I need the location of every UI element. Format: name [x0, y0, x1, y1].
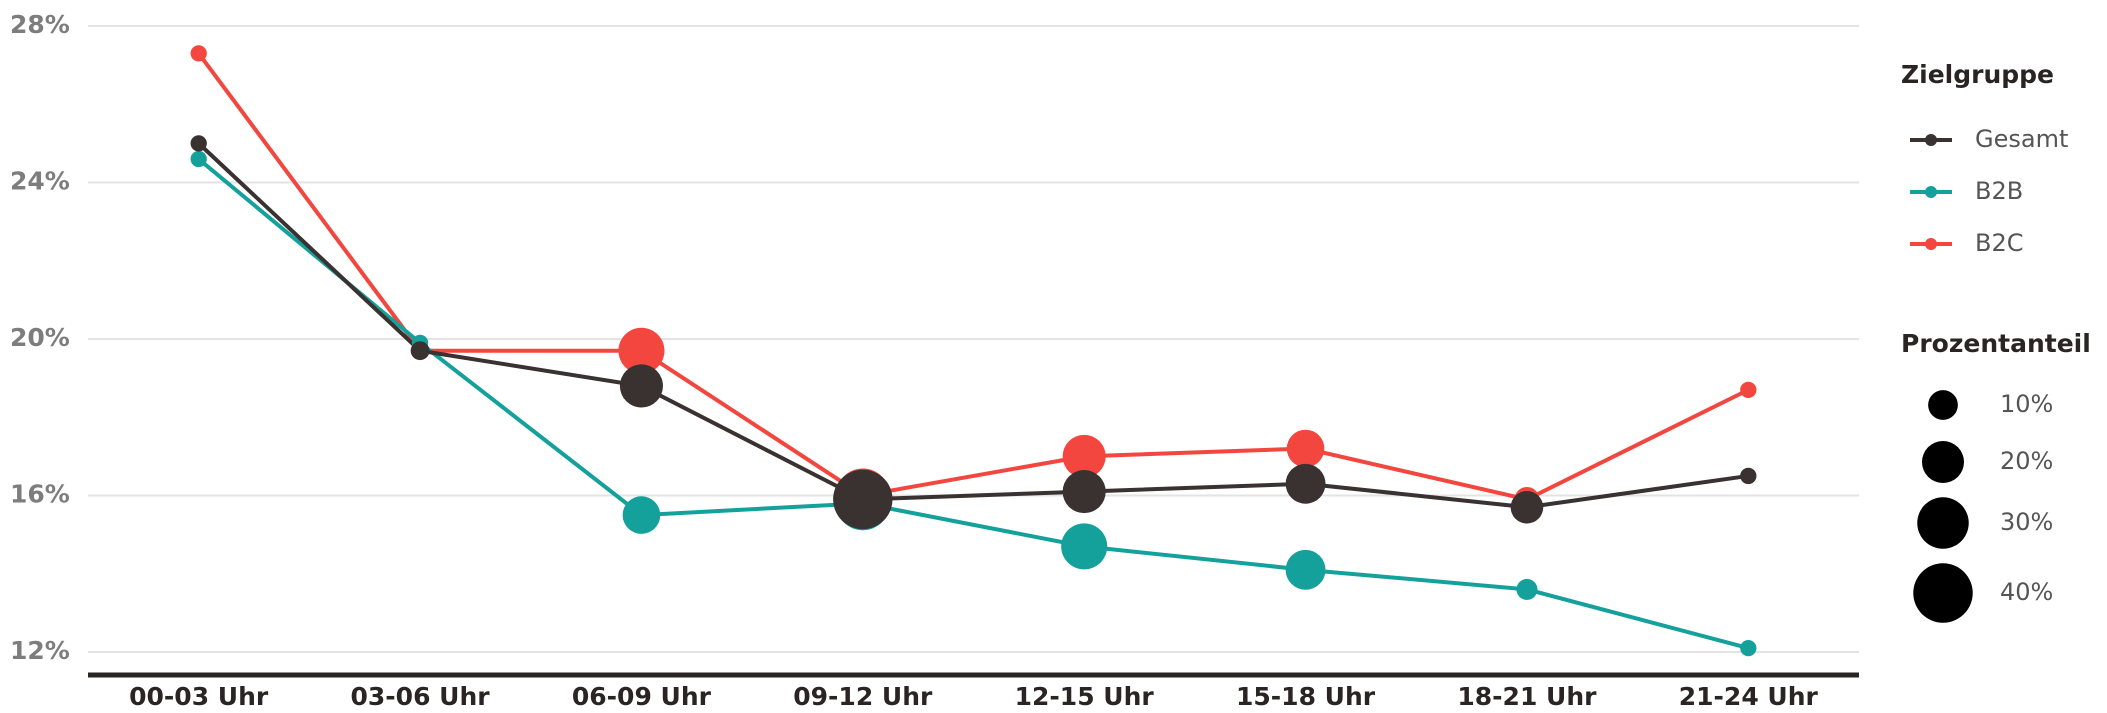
- y-tick-label: 12%: [10, 636, 70, 665]
- data-point: [410, 341, 430, 361]
- y-tick-label: 20%: [10, 323, 70, 352]
- legend-label: Gesamt: [1975, 125, 2068, 153]
- series-line: [197, 157, 1749, 651]
- size-legend-title: Prozentanteil: [1901, 329, 2091, 358]
- data-point: [1286, 429, 1325, 468]
- data-point: [190, 45, 207, 62]
- legend-marker: [1925, 186, 1937, 198]
- x-tick-label: 03-06 Uhr: [351, 682, 491, 709]
- data-point: [190, 135, 207, 152]
- data-point: [1740, 639, 1757, 657]
- legend-marker: [1925, 238, 1937, 250]
- size-legend-marker: [1917, 497, 1969, 549]
- size-legend-label: 30%: [2000, 508, 2053, 536]
- size-legend-label: 10%: [2000, 390, 2053, 418]
- data-point: [833, 469, 893, 530]
- x-tick-label: 15-18 Uhr: [1236, 682, 1376, 709]
- legend-marker: [1925, 134, 1937, 146]
- x-tick-label: 00-03 Uhr: [129, 682, 269, 709]
- legend-title: Zielgruppe: [1901, 60, 2054, 89]
- data-point: [622, 496, 661, 534]
- data-point: [190, 150, 207, 168]
- size-legend-label: 20%: [2000, 447, 2053, 475]
- data-point: [1285, 463, 1326, 504]
- y-tick-label: 24%: [10, 167, 70, 196]
- data-point: [1740, 381, 1757, 399]
- y-tick-label: 28%: [10, 10, 70, 39]
- series-line: [197, 52, 1750, 502]
- legend-label: B2C: [1975, 229, 2024, 257]
- x-tick-label: 09-12 Uhr: [793, 682, 933, 709]
- data-point: [1061, 523, 1108, 570]
- size-legend-label: 40%: [2000, 578, 2053, 606]
- data-point: [618, 327, 665, 374]
- legend-label: B2B: [1975, 177, 2023, 205]
- data-point: [1740, 467, 1757, 485]
- size-legend-marker: [1921, 440, 1965, 484]
- data-point: [1285, 549, 1326, 590]
- data-point: [1062, 434, 1106, 478]
- data-point: [1516, 578, 1538, 600]
- series-line: [197, 141, 1749, 510]
- x-tick-label: 18-21 Uhr: [1457, 682, 1597, 709]
- x-tick-label: 06-09 Uhr: [572, 682, 712, 709]
- x-tick-label: 21-24 Uhr: [1679, 682, 1819, 709]
- data-point: [1062, 470, 1106, 514]
- data-point: [1510, 490, 1544, 524]
- x-tick-label: 12-15 Uhr: [1015, 682, 1155, 709]
- data-point: [619, 364, 663, 408]
- size-legend-marker: [1928, 390, 1958, 420]
- size-legend-marker: [1913, 563, 1973, 623]
- y-tick-label: 16%: [10, 480, 70, 509]
